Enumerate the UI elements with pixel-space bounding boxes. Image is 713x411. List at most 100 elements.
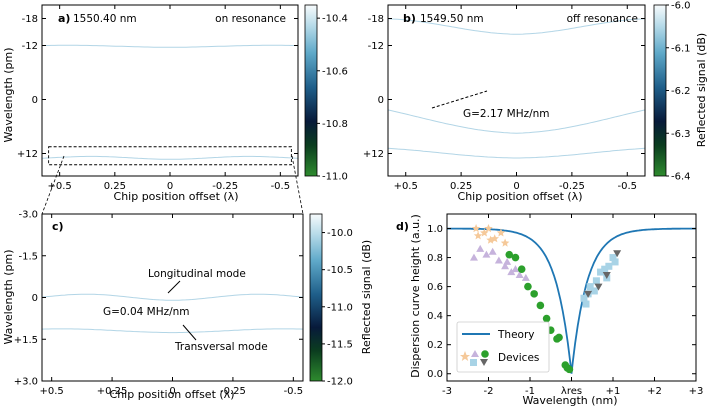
device-point-triangle [503, 257, 512, 265]
d-xtick-label: λres [561, 386, 582, 397]
panel-c-slope: G=0.04 MHz/nm [103, 306, 190, 318]
c-cbar-tick-label: -12.0 [327, 377, 353, 388]
d-xtick-label: +2 [647, 386, 662, 397]
legend-theory-label: Theory [497, 329, 534, 341]
legend-star-marker [460, 351, 470, 361]
c-mode-trace [41, 328, 304, 334]
b-cbar-tick-label: -6.3 [671, 129, 691, 140]
panel-a: +0.5 0.25 0 -0.25 -0.5 -18 -12 0 +12 a) 1550.40 … [2, 4, 348, 203]
panel-c-xlabel: Chip position offset (λ) [110, 388, 235, 401]
panel-b-cbar-label: Reflected signal (dB) [695, 33, 708, 147]
b-ytick-label: 0 [378, 95, 384, 106]
a-cbar-tick-label: -10.8 [322, 119, 348, 130]
b-ytick-label: -18 [368, 14, 384, 25]
device-point-circle [511, 253, 520, 262]
device-point-triangle [476, 244, 485, 252]
a-ytick-label: +12 [17, 149, 38, 160]
device-point-square [605, 262, 613, 270]
panel-c-ylabel: Wavelength (pm) [2, 249, 15, 344]
b-colorbar [653, 4, 667, 177]
a-cbar-tick-label: -10.6 [322, 66, 348, 77]
device-point-star [490, 234, 499, 243]
device-point-circle [555, 333, 563, 342]
c-cbar-tick-label: -10.0 [327, 228, 353, 239]
panel-a-wavelength: 1550.40 nm [73, 13, 137, 25]
device-point-triangle-down [613, 250, 622, 258]
panel-d-ylabel: Dispersion curve height (a.u.) [409, 214, 422, 378]
panel-b-label: b) [403, 12, 416, 25]
legend-devices-label: Devices [498, 352, 539, 364]
c-cbar-tick-label: -11.0 [327, 302, 353, 313]
c-mode-trace [41, 293, 304, 301]
b-cbar-tick-label: -6.1 [671, 43, 691, 54]
a-mode-trace [41, 155, 299, 160]
panel-b-wavelength: 1549.50 nm [420, 13, 484, 25]
panel-c: +0.5 +0.25 0 -0.25 -0.5-3.0-1.50+1.5+3.0 c) … [2, 210, 373, 402]
b-xtick-label: -0.25 [559, 181, 585, 192]
b-mode-trace [387, 18, 646, 35]
device-point-triangle [521, 273, 530, 281]
device-point-circle [530, 290, 538, 298]
c-xtick-label: -0.5 [284, 386, 304, 397]
device-point-circle [524, 282, 532, 291]
c-ytick-label: -1.5 [18, 251, 38, 262]
c-xtick-label: -0.25 [220, 386, 246, 397]
d-xtick-label: -3 [442, 386, 452, 397]
a-xtick-label: -0.25 [212, 181, 238, 192]
device-point-triangle [511, 265, 520, 273]
a-cbar-tick-label: -10.4 [322, 14, 348, 25]
d-xtick-label: -2 [484, 386, 494, 397]
b-xtick-label: +0.5 [394, 181, 418, 192]
c-xtick-label: 0 [169, 386, 175, 397]
panel-b: +0.5 0.25 0 -0.25 -0.5 -18 -12 0 +12 b) 1549.50 … [363, 1, 708, 204]
panel-c-longitudinal-arrow [167, 280, 181, 294]
b-cbar-tick-label: -6.4 [671, 172, 691, 183]
device-point-square [611, 258, 619, 266]
device-point-star [500, 238, 510, 247]
c-cbar-tick-label: -11.5 [327, 339, 353, 350]
device-point-circle [536, 301, 545, 310]
panel-c-transversal-arrow [182, 324, 197, 341]
device-point-square [580, 294, 588, 302]
b-cbar-tick-label: -6.2 [671, 86, 691, 97]
c-xtick-label: +0.5 [40, 386, 64, 397]
device-point-square [590, 287, 598, 295]
panel-c-longitudinal: Longitudinal mode [148, 268, 246, 280]
device-point-star [473, 231, 483, 240]
panel-a-label: a) [58, 12, 70, 25]
a-xtick-label: 0.25 [104, 181, 126, 192]
device-point-star [496, 228, 506, 237]
panel-b-slope: G=2.17 MHz/nm [463, 108, 550, 120]
c-colorbar [309, 213, 323, 382]
a-mode-trace [41, 44, 299, 48]
device-point-triangle [501, 262, 510, 270]
panel-c-label: c) [52, 220, 64, 233]
device-point-triangle [482, 250, 491, 258]
device-point-square [586, 283, 594, 291]
panel-a-frame [41, 4, 299, 177]
device-point-square [582, 300, 590, 308]
device-point-triangle [507, 268, 516, 276]
c-ytick-label: 0 [32, 293, 38, 304]
panel-d-legend: Theory Devices [456, 321, 550, 373]
b-mode-trace [387, 147, 646, 159]
device-point-star [484, 224, 493, 233]
device-point-triangle-down [594, 283, 603, 291]
d-ytick-label: 1.0 [427, 224, 443, 235]
legend-square-marker [470, 359, 477, 366]
a-ytick-label: -18 [22, 14, 38, 25]
panel-a-xlabel: Chip position offset (λ) [114, 190, 239, 203]
panel-d-xlabel: Wavelength (nm) [522, 394, 617, 407]
d-xtick-label: -1 [525, 386, 535, 397]
device-point-triangle [494, 256, 503, 264]
b-xtick-label: 0.25 [450, 181, 472, 192]
device-point-star [471, 224, 481, 233]
d-ytick-label: 0.2 [427, 340, 443, 351]
panel-c-cbar-label: Reflected signal (dB) [360, 240, 373, 354]
device-point-triangle [488, 247, 497, 255]
device-point-triangle-down [584, 290, 593, 298]
a-ytick-label: -12 [22, 41, 38, 52]
panel-b-slope-line [431, 90, 488, 109]
d-xtick-label: +1 [606, 386, 621, 397]
